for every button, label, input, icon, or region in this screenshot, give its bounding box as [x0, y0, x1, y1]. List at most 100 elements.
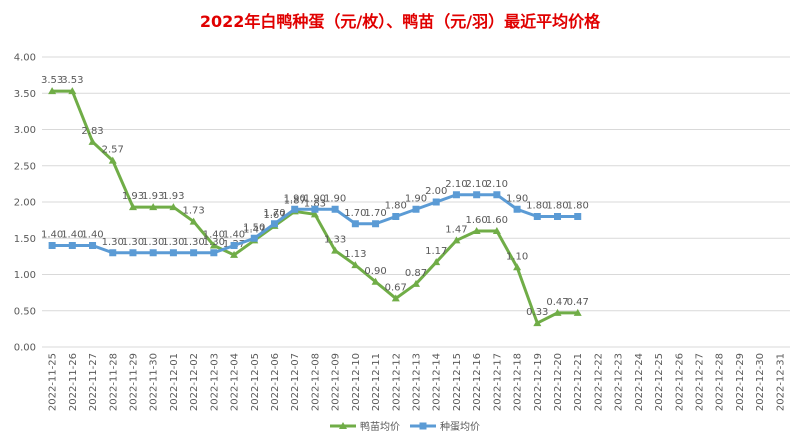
- data-label: 3.53: [61, 75, 83, 86]
- chart-title: 2022年白鸭种蛋（元/枚）、鸭苗（元/羽）最近平均价格: [200, 12, 601, 31]
- legend-label: 种蛋均价: [440, 420, 480, 433]
- data-label: 1.13: [344, 249, 366, 260]
- data-label: 1.73: [182, 206, 204, 217]
- data-label: 1.93: [162, 191, 184, 202]
- data-label: 1.90: [284, 193, 306, 204]
- data-label: 2.10: [466, 179, 488, 190]
- y-tick-label: 3.50: [14, 89, 36, 100]
- data-label: 0.47: [546, 297, 568, 308]
- point: [472, 227, 481, 234]
- data-label: 1.47: [445, 224, 467, 235]
- data-label: 0.47: [567, 297, 589, 308]
- point: [190, 249, 198, 257]
- data-label: 1.70: [364, 208, 386, 219]
- x-tick-label: 2022-12-24: [634, 353, 645, 411]
- data-label: 1.40: [223, 230, 245, 241]
- point: [149, 203, 158, 211]
- point: [230, 242, 238, 249]
- data-label: 1.40: [61, 230, 83, 241]
- x-tick-label: 2022-12-11: [371, 353, 382, 411]
- x-tick-label: 2022-11-30: [149, 353, 160, 411]
- point: [128, 203, 137, 211]
- x-tick-label: 2022-12-07: [290, 353, 301, 411]
- point: [371, 277, 380, 285]
- point: [473, 191, 481, 199]
- point: [149, 249, 157, 257]
- data-label: 1.33: [324, 235, 346, 246]
- data-label: 1.30: [203, 237, 225, 248]
- point: [129, 249, 137, 257]
- data-label: 1.30: [102, 237, 124, 248]
- x-tick-label: 2022-12-12: [391, 353, 402, 411]
- data-label: 1.67: [263, 210, 285, 221]
- data-label: 1.80: [385, 201, 407, 212]
- data-label: 1.93: [122, 191, 144, 202]
- point: [533, 319, 542, 327]
- x-tick-label: 2022-12-31: [775, 353, 786, 411]
- point: [513, 205, 521, 213]
- data-label: 0.90: [364, 266, 386, 277]
- data-label: 1.90: [324, 193, 346, 204]
- point: [432, 198, 440, 206]
- point: [412, 205, 420, 213]
- y-tick-label: 0.00: [14, 343, 36, 354]
- data-label: 1.40: [41, 230, 63, 241]
- point: [209, 241, 218, 249]
- y-tick-label: 4.00: [14, 53, 36, 64]
- y-tick-label: 2.00: [14, 198, 36, 209]
- point: [48, 87, 57, 95]
- point: [169, 203, 178, 211]
- point: [573, 308, 582, 316]
- data-label: 1.60: [466, 215, 488, 226]
- data-label: 1.40: [81, 230, 103, 241]
- y-tick-label: 3.00: [14, 125, 36, 136]
- y-tick-label: 1.00: [14, 270, 36, 281]
- point: [351, 261, 360, 269]
- x-tick-label: 2022-12-13: [412, 353, 423, 411]
- data-label: 2.57: [102, 145, 124, 156]
- data-label: 1.70: [344, 208, 366, 219]
- x-tick-label: 2022-12-09: [331, 353, 342, 411]
- point: [88, 137, 97, 145]
- data-label: 0.67: [385, 282, 407, 293]
- data-label: 2.00: [425, 186, 447, 197]
- data-label: 1.10: [506, 251, 528, 262]
- x-tick-label: 2022-11-25: [48, 353, 59, 411]
- point: [533, 213, 541, 220]
- point: [339, 422, 347, 429]
- point: [412, 279, 420, 287]
- point: [230, 250, 239, 258]
- data-label: 0.87: [405, 268, 427, 279]
- point: [553, 308, 562, 316]
- x-tick-label: 2022-12-16: [472, 353, 483, 411]
- data-label: 1.87: [284, 195, 306, 206]
- x-tick-label: 2022-11-28: [108, 353, 119, 411]
- point: [68, 87, 77, 95]
- data-label: 2.83: [81, 126, 103, 137]
- data-label: 1.80: [567, 201, 589, 212]
- point: [310, 210, 319, 218]
- x-tick-label: 2022-12-23: [614, 353, 625, 411]
- legend-label: 鸭苗均价: [360, 420, 400, 433]
- point: [189, 217, 198, 225]
- data-label: 1.50: [243, 222, 265, 233]
- point: [291, 205, 299, 213]
- point: [391, 294, 400, 302]
- x-tick-label: 2022-12-08: [310, 353, 321, 411]
- x-tick-label: 2022-12-05: [250, 353, 261, 411]
- y-tick-label: 0.50: [14, 306, 36, 317]
- point: [574, 213, 582, 220]
- point: [554, 213, 562, 220]
- x-tick-label: 2022-12-21: [573, 353, 584, 411]
- data-label: 1.30: [182, 237, 204, 248]
- x-tick-label: 2022-12-22: [593, 353, 604, 411]
- point: [331, 246, 340, 254]
- x-tick-label: 2022-11-29: [128, 353, 139, 411]
- x-tick-label: 2022-12-10: [351, 353, 362, 411]
- point: [89, 242, 97, 249]
- x-tick-label: 2022-12-02: [189, 353, 200, 411]
- point: [311, 205, 319, 213]
- point: [48, 242, 56, 249]
- data-label: 2.10: [445, 179, 467, 190]
